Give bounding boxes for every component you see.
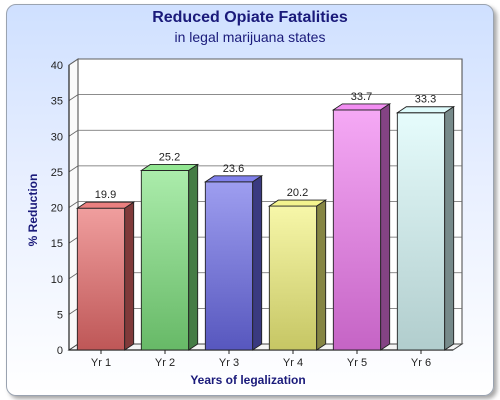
- bar-side: [444, 105, 455, 351]
- bar-front: [76, 207, 126, 351]
- y-tick-labels: 0 5 10 15 20 25 30 35 40: [51, 60, 63, 357]
- x-tick-label: Yr 2: [155, 357, 175, 369]
- x-tick-label: Yr 3: [219, 357, 239, 369]
- x-tick-label: Yr 4: [283, 357, 303, 369]
- bar-yr-3: [203, 175, 264, 351]
- axes: [68, 65, 453, 351]
- gridline-side: [68, 308, 79, 315]
- bar-side: [380, 103, 391, 351]
- bar-yr-6: [395, 105, 456, 351]
- y-tick-label: 30: [51, 131, 63, 143]
- chart-frame: Reduced Opiate Fatalities in legal marij…: [6, 4, 494, 396]
- y-tick-label: 10: [51, 274, 63, 286]
- y-tick-label: 35: [51, 96, 63, 108]
- data-label: 25.2: [159, 151, 180, 163]
- y-tick-label: 20: [51, 203, 63, 215]
- bar-front: [396, 112, 446, 351]
- bar-front: [204, 181, 254, 351]
- gridline-side: [68, 94, 79, 101]
- x-tick-label: Yr 5: [347, 357, 367, 369]
- y-axis-label: % Reduction: [26, 174, 40, 247]
- chart-subtitle: in legal marijuana states: [174, 29, 326, 45]
- x-tick-label: Yr 1: [91, 357, 111, 369]
- bar-side: [316, 199, 327, 351]
- gridline-side: [68, 272, 79, 280]
- y-tick-label: 40: [51, 60, 63, 72]
- bar-side: [124, 201, 135, 351]
- data-label: 20.2: [287, 187, 308, 199]
- bars: [75, 103, 456, 351]
- gridline-side: [68, 58, 79, 66]
- bar-yr-2: [139, 163, 200, 351]
- bar-front: [332, 109, 382, 351]
- gridline-side: [68, 236, 79, 244]
- x-tick-labels: Yr 1 Yr 2 Yr 3 Yr 4 Yr 5 Yr 6: [91, 350, 431, 369]
- gridline-side: [68, 201, 79, 208]
- data-label: 23.6: [223, 163, 244, 175]
- data-label: 33.7: [351, 91, 372, 103]
- x-axis-label: Years of legalization: [190, 373, 305, 387]
- bar-yr-5: [331, 103, 392, 351]
- bar-front: [140, 169, 190, 351]
- gridline-side: [68, 129, 79, 137]
- bar-side: [188, 163, 199, 351]
- y-tick-label: 0: [57, 345, 63, 357]
- y-tick-label: 15: [51, 238, 63, 250]
- gridline-side: [68, 165, 79, 173]
- y-tick-label: 25: [51, 167, 63, 179]
- data-label: 19.9: [95, 189, 116, 201]
- y-tick-label: 5: [57, 309, 63, 321]
- bar-yr-4: [267, 199, 328, 351]
- bar-front: [268, 205, 318, 351]
- bar-yr-1: [75, 201, 136, 351]
- chart-title: Reduced Opiate Fatalities: [152, 9, 348, 26]
- data-label: 33.3: [415, 94, 436, 106]
- data-labels: 19.9 25.2 23.6 20.2 33.7 33.3: [95, 91, 436, 201]
- bar-side: [252, 175, 263, 351]
- x-tick-label: Yr 6: [411, 357, 431, 369]
